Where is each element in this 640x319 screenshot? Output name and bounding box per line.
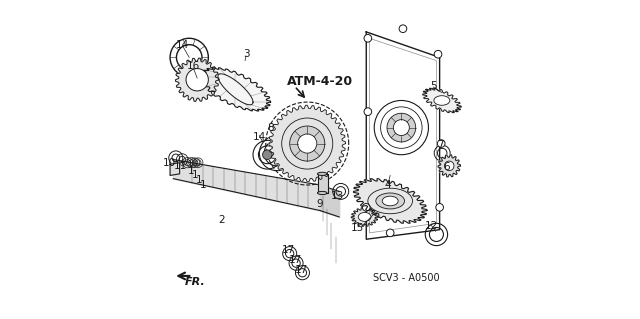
Text: 10: 10 bbox=[163, 158, 176, 168]
Polygon shape bbox=[200, 68, 271, 111]
Polygon shape bbox=[422, 88, 461, 113]
Circle shape bbox=[290, 126, 324, 161]
Text: 16: 16 bbox=[187, 61, 200, 71]
Polygon shape bbox=[351, 208, 378, 226]
Text: FR.: FR. bbox=[184, 277, 205, 287]
Text: 2: 2 bbox=[218, 215, 225, 225]
Circle shape bbox=[364, 34, 372, 42]
Text: 14: 14 bbox=[176, 40, 189, 50]
Text: 12: 12 bbox=[424, 221, 438, 232]
Polygon shape bbox=[175, 58, 219, 101]
Ellipse shape bbox=[376, 193, 404, 209]
Text: 8: 8 bbox=[268, 122, 274, 133]
Ellipse shape bbox=[317, 191, 327, 195]
Text: 5: 5 bbox=[430, 81, 436, 91]
Circle shape bbox=[298, 134, 317, 153]
Text: 3: 3 bbox=[243, 49, 250, 59]
Circle shape bbox=[399, 25, 407, 33]
Circle shape bbox=[434, 50, 442, 58]
Circle shape bbox=[364, 108, 372, 115]
Text: 1: 1 bbox=[188, 166, 194, 176]
Circle shape bbox=[387, 113, 416, 142]
Ellipse shape bbox=[317, 172, 327, 175]
Circle shape bbox=[437, 140, 445, 147]
Text: 4: 4 bbox=[385, 180, 391, 190]
Circle shape bbox=[374, 100, 428, 155]
Text: ATM-4-20: ATM-4-20 bbox=[287, 75, 353, 88]
Circle shape bbox=[186, 69, 209, 91]
Text: 17: 17 bbox=[289, 255, 301, 265]
Text: 1: 1 bbox=[191, 170, 198, 181]
Polygon shape bbox=[319, 174, 328, 193]
Circle shape bbox=[262, 150, 272, 160]
Text: 11: 11 bbox=[174, 161, 188, 171]
Text: 13: 13 bbox=[331, 191, 344, 201]
Ellipse shape bbox=[434, 96, 450, 105]
Text: 15: 15 bbox=[351, 223, 364, 233]
Circle shape bbox=[394, 120, 410, 136]
Circle shape bbox=[362, 204, 370, 211]
Text: 7: 7 bbox=[437, 140, 444, 150]
Text: 1: 1 bbox=[200, 180, 206, 190]
Circle shape bbox=[444, 161, 454, 171]
Circle shape bbox=[387, 229, 394, 237]
Text: 9: 9 bbox=[316, 199, 323, 209]
Circle shape bbox=[436, 204, 444, 211]
Polygon shape bbox=[438, 155, 460, 177]
Polygon shape bbox=[170, 163, 180, 175]
Text: 6: 6 bbox=[444, 162, 450, 173]
Text: 17: 17 bbox=[282, 245, 296, 256]
Polygon shape bbox=[269, 105, 346, 182]
Polygon shape bbox=[353, 179, 427, 223]
Text: 17: 17 bbox=[295, 264, 308, 275]
Text: 14: 14 bbox=[253, 132, 266, 142]
Text: 1: 1 bbox=[195, 175, 202, 185]
Text: SCV3 - A0500: SCV3 - A0500 bbox=[372, 272, 439, 283]
Ellipse shape bbox=[382, 196, 398, 206]
Ellipse shape bbox=[358, 212, 371, 221]
